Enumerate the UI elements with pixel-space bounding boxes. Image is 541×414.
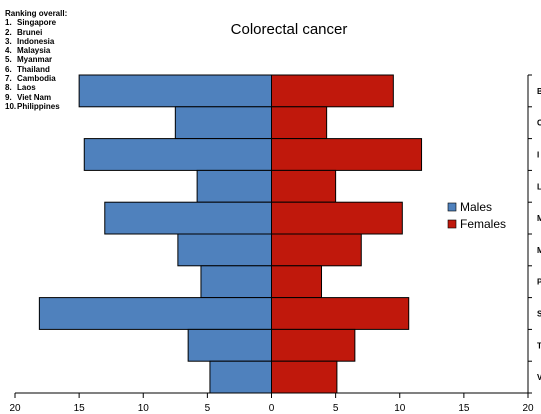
x-tick-label: 10 <box>394 403 406 414</box>
category-label: I <box>537 151 539 160</box>
bar-males <box>38 297 273 330</box>
ranking-number: 8. <box>5 83 12 93</box>
x-tick-label: 10 <box>138 403 150 414</box>
category-label: M <box>537 214 541 223</box>
ranking-country: Cambodia <box>17 74 56 84</box>
bar-males <box>209 360 273 394</box>
bar-females <box>271 233 362 267</box>
category-label: T <box>537 341 541 350</box>
ranking-number: 9. <box>5 92 12 102</box>
category-labels: B C I L M M P S T V <box>527 74 541 394</box>
ranking-number: 4. <box>5 46 12 56</box>
bar-males <box>104 201 273 235</box>
x-axis: 20 15 10 5 0 5 10 15 20 <box>9 392 534 414</box>
bar-females <box>271 265 323 299</box>
bar-females <box>271 169 337 203</box>
category-label: C <box>537 119 541 128</box>
x-tick-label: 5 <box>333 403 339 414</box>
category-label: S <box>537 310 541 319</box>
category-label: V <box>537 373 541 382</box>
bar-females <box>271 106 328 140</box>
legend-label: Males <box>460 200 492 214</box>
ranking-title: Ranking overall: <box>5 9 68 18</box>
ranking-number: 1. <box>5 18 12 28</box>
ranking-item: 4. Malaysia <box>5 46 67 55</box>
ranking-number: 10. <box>5 101 17 111</box>
legend-label: Females <box>460 217 506 231</box>
bar-males <box>78 74 272 108</box>
x-tick-label: 5 <box>205 403 211 414</box>
ranking-item: 3. Indonesia <box>5 37 67 46</box>
chart-title: Colorectal cancer <box>231 21 348 38</box>
bar-females <box>271 328 356 362</box>
bar-females <box>271 297 410 330</box>
x-tick-label: 15 <box>74 403 86 414</box>
bar-males <box>196 169 273 203</box>
bar-males <box>174 106 272 140</box>
ranking-number: 6. <box>5 64 12 74</box>
ranking-item: 6. Thailand <box>5 65 67 74</box>
ranking-item: 2. Brunei <box>5 28 67 37</box>
ranking-item: 7. Cambodia <box>5 74 67 83</box>
category-label: B <box>537 87 541 96</box>
x-tick-label: 0 <box>269 403 275 414</box>
ranking-item: 10.Philippines <box>5 102 67 111</box>
bar-females <box>271 74 394 108</box>
bar-males <box>177 233 272 267</box>
legend: Males Females <box>447 200 506 231</box>
bar-males <box>187 328 272 362</box>
ranking-country: Indonesia <box>17 36 55 46</box>
category-label: M <box>537 246 541 255</box>
bar-males <box>200 265 272 299</box>
ranking-number: 7. <box>5 74 12 84</box>
x-tick-label: 20 <box>9 403 21 414</box>
ranking-country: Laos <box>17 83 36 93</box>
bar-males <box>83 138 272 171</box>
ranking-country: Thailand <box>17 64 50 74</box>
ranking-country: Brunei <box>17 27 43 37</box>
ranking-item: 1. Singapore <box>5 18 67 27</box>
ranking-country: Viet Nam <box>17 92 52 102</box>
ranking-number: 3. <box>5 36 12 46</box>
ranking-number: 2. <box>5 27 12 37</box>
bar-females <box>271 138 423 171</box>
legend-swatch <box>447 219 457 229</box>
ranking-country: Myanmar <box>17 55 53 65</box>
ranking-item: 9. Viet Nam <box>5 93 67 102</box>
bar-females <box>271 360 338 394</box>
ranking-item: 8. Laos <box>5 83 67 92</box>
ranking-country: Malaysia <box>17 46 51 56</box>
ranking-number: 5. <box>5 55 12 65</box>
category-label: P <box>537 278 541 287</box>
category-label: L <box>537 182 541 191</box>
ranking-items: 1. Singapore 2. Brunei 3. Indonesia 4. Malaysia… <box>5 18 67 111</box>
bar-females <box>271 201 403 235</box>
ranking-country: Singapore <box>17 18 57 28</box>
ranking-item: 5. Myanmar <box>5 55 67 64</box>
ranking-country: Philippines <box>17 101 60 111</box>
x-tick-label: 20 <box>522 403 534 414</box>
ranking-list: Ranking overall: 1. Singapore 2. Brunei 3. In… <box>5 9 67 111</box>
x-tick-label: 15 <box>458 403 470 414</box>
legend-swatch <box>447 202 457 212</box>
bars-group <box>38 74 423 394</box>
